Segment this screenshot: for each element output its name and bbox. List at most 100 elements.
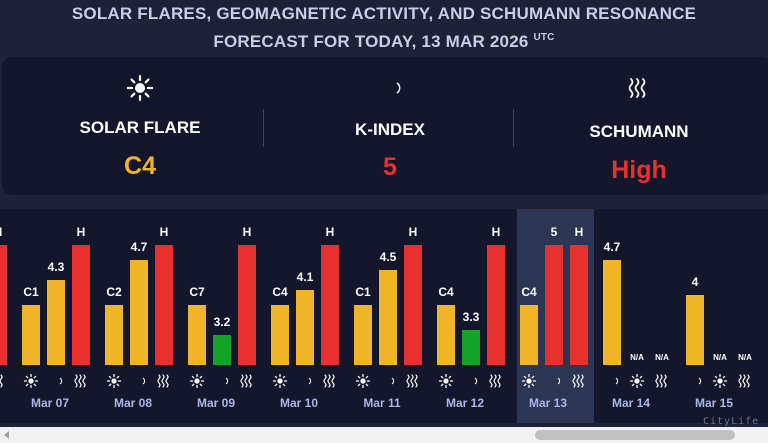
k-index-metric: K-INDEX 5 [290,57,490,195]
waves-icon [738,374,750,388]
moon-icon [467,376,478,386]
waves-icon [74,374,86,388]
chart-bar-k-index [686,295,704,365]
sun-icon [438,374,454,388]
watermark: CityLife [703,416,760,427]
chart-bar-label: 4.1 [296,270,314,284]
divider [263,109,264,147]
moon-icon [608,376,619,386]
chart-bar-label: C4 [521,285,537,299]
chart-bar-label: H [325,225,335,239]
chart-bar-label: 4.5 [379,250,397,264]
sun-icon [521,374,537,388]
chart-bar-schumann [404,245,422,365]
chart-bar-label: C1 [355,285,371,299]
chart-bar-label: 4 [691,275,699,289]
moon-icon [135,376,146,386]
chart-bar-k-index [603,260,621,365]
moon-icon [384,376,395,386]
chart-bar-solar-flare [22,305,40,365]
sun-icon [106,374,122,388]
chart-bar-schumann [0,245,7,365]
solar-flare-value: C4 [124,152,156,180]
date-label: Mar 14 [611,396,651,410]
chart-bar-schumann [570,245,588,365]
sun-icon [272,374,288,388]
chart-bar-label: H [159,225,169,239]
waves-icon [240,374,252,388]
scrollbar-thumb[interactable] [535,430,735,440]
chart-bar-k-index [130,260,148,365]
chart-bar-label: C1 [23,285,39,299]
chart-bar-schumann [238,245,256,365]
date-label: Mar 11 [363,396,401,410]
chart-bar-label: C7 [189,285,205,299]
title-line-1: SOLAR FLARES, GEOMAGNETIC ACTIVITY, AND … [71,4,697,23]
schumann-label: SCHUMANN [589,122,689,141]
horizontal-scrollbar[interactable] [0,427,768,443]
waves-icon [628,78,646,98]
future-days-panel [594,209,768,423]
solar-flare-label: SOLAR FLARE [79,118,201,137]
chart-bar-solar-flare [437,305,455,365]
chart-bar-label: 5 [550,225,558,239]
chart-bar-label: 3.3 [462,310,480,324]
divider [513,109,514,147]
waves-icon [572,374,584,388]
solar-flare-metric: SOLAR FLARE C4 [40,57,240,195]
chart-bar-solar-flare [188,305,206,365]
k-index-value: 5 [383,153,397,181]
timezone-label: UTC [533,32,555,43]
chart-bar-solar-flare [105,305,123,365]
date-label: Mar 13 [528,396,568,410]
chart-bar-schumann [155,245,173,365]
date-label: Mar 07 [30,396,70,410]
chart-bar-solar-flare [520,305,538,365]
sun-icon [23,374,39,388]
date-label: Mar 12 [445,396,485,410]
forecast-chart[interactable]: H C1 4.3 H Mar 07 C2 4.7 H Mar 08 C7 3.2 H Mar 09 C4 4… [0,209,768,423]
chart-bar-k-index [545,245,563,365]
chart-bar-label: 4.3 [47,260,65,274]
chart-bar-label: H [242,225,252,239]
chart-bar-label: 3.2 [213,315,231,329]
chart-bar-label: N/A [738,353,752,362]
chart-bar-label: H [491,225,501,239]
page-title: SOLAR FLARES, GEOMAGNETIC ACTIVITY, AND … [0,2,768,54]
waves-icon [0,374,3,388]
chart-bar-k-index [462,330,480,365]
waves-icon [406,374,418,388]
scroll-left-arrow-icon[interactable] [4,431,9,439]
date-label: Mar 08 [113,396,153,410]
moon-icon [691,376,702,386]
waves-icon [489,374,501,388]
chart-bar-label: N/A [630,353,644,362]
chart-bar-label: C4 [438,285,454,299]
chart-bar-label: H [0,225,13,239]
moon-icon [301,376,312,386]
waves-icon [323,374,335,388]
chart-bar-label: H [574,225,584,239]
chart-bar-label: C2 [106,285,122,299]
moon-icon [52,376,63,386]
chart-bar-label: N/A [655,353,669,362]
chart-bar-k-index [47,280,65,365]
chart-bar-label: N/A [713,353,727,362]
date-label: Mar 10 [279,396,319,410]
sun-icon [126,74,154,102]
date-label: Mar 15 [694,396,734,410]
sun-icon [189,374,205,388]
moon-icon [385,80,401,96]
waves-icon [157,374,169,388]
title-line-2: FORECAST FOR TODAY, 13 MAR 2026 UTC [213,32,555,51]
schumann-value: High [611,156,667,184]
chart-bar-solar-flare [271,305,289,365]
chart-bar-label: 4.7 [603,240,621,254]
today-summary-card: SOLAR FLARE C4 K-INDEX 5 SCHUMANN High [2,57,768,195]
chart-bar-schumann [487,245,505,365]
chart-bar-schumann [321,245,339,365]
chart-bar-label: H [408,225,418,239]
sun-icon [629,374,645,388]
chart-bar-schumann [72,245,90,365]
date-label: Mar 09 [196,396,236,410]
